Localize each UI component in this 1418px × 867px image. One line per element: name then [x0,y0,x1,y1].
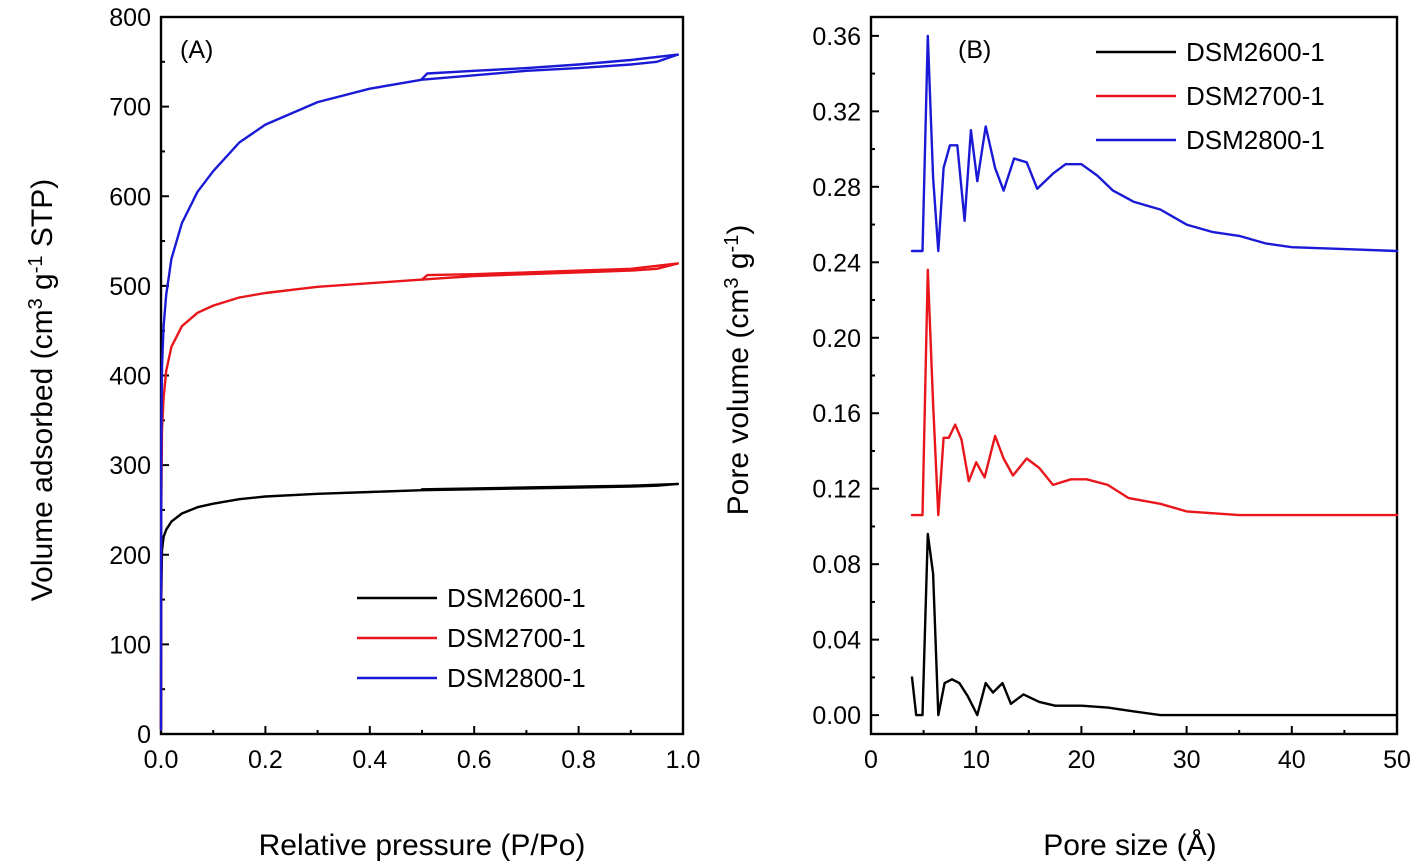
panel-b-x-tick-label: 0 [864,746,878,774]
panel-b-pore-size-chart: Pore volume (cm3 g-1) Pore size (Å) 0 10 2… [721,15,1411,862]
panel-a-series-dsm2800-1-desorption [420,53,679,81]
panel-a-legend-label-dsm2600-1: DSM2600-1 [447,583,586,613]
panel-b-y-tick-label: 0.36 [812,23,861,51]
panel-a-y-tick-label: 600 [109,183,151,211]
panel-b-x-tick-label: 50 [1383,746,1411,774]
panel-a-legend-label-dsm2700-1: DSM2700-1 [447,623,586,653]
panel-b-y-tick-label: 0.24 [812,249,861,277]
panel-a-y-tick-label: 300 [109,452,151,480]
panel-a-series-dsm2800-1 [159,53,679,731]
panel-a-series-dsm2600-1-desorption [420,482,679,491]
panel-a-x-tick-label: 0.0 [144,746,179,774]
panel-b-y-tick-label: 0.16 [812,400,861,428]
panel-b-series-dsm2600-1 [910,532,1399,717]
panel-b-x-axis-title: Pore size (Å) [1043,829,1216,862]
panel-b-x-tick-label: 20 [1067,746,1095,774]
panel-a-x-tick-label: 0.8 [561,746,596,774]
panel-b-x-tick-label: 10 [962,746,990,774]
panel-b-x-tick-label: 30 [1173,746,1201,774]
panel-a-x-tick-label: 0.6 [457,746,492,774]
panel-a-x-axis-title: Relative pressure (P/Po) [259,829,586,862]
panel-a-isotherm-chart: Volume adsorbed (cm3 g-1 STP) Relative p… [25,4,700,862]
panel-a-plot-frame [159,15,685,736]
panel-a-x-tick-label: 1.0 [666,746,701,774]
panel-b-x-tick-label: 40 [1278,746,1306,774]
panel-a-y-tick-label: 0 [137,721,151,749]
panel-a-x-tick-label: 0.2 [248,746,283,774]
panel-b-y-tick-label: 0.08 [812,551,861,579]
panel-b-panel-label: (B) [958,36,991,64]
panel-b-legend-label-dsm2600-1: DSM2600-1 [1186,37,1325,67]
panel-b-y-tick-label: 0.00 [812,702,861,730]
panel-a-y-tick-label: 700 [109,94,151,122]
panel-b-y-tick-label: 0.04 [812,627,861,655]
panel-a-series-dsm2700-1 [159,262,679,731]
panel-b-y-tick-label: 0.20 [812,325,861,353]
panel-a-y-tick-label: 100 [109,631,151,659]
panel-a-y-tick-label: 800 [109,4,151,32]
panel-b-series-dsm2800-1 [910,34,1399,253]
panel-b-y-tick-label: 0.28 [812,174,861,202]
panel-a-legend-label-dsm2800-1: DSM2800-1 [447,663,586,693]
panel-b-legend-label-dsm2700-1: DSM2700-1 [1186,81,1325,111]
panel-b-y-axis-title: Pore volume (cm3 g-1) [721,225,755,516]
panel-b-series-dsm2700-1 [910,268,1399,517]
panel-b-legend-label-dsm2800-1: DSM2800-1 [1186,125,1325,155]
panel-a-y-tick-label: 500 [109,273,151,301]
panel-a-series-dsm2600-1 [159,482,679,731]
panel-b-y-tick-label: 0.32 [812,98,861,126]
panel-a-y-tick-label: 200 [109,542,151,570]
panel-b-y-tick-label: 0.12 [812,476,861,504]
panel-a-series-dsm2700-1-desorption [420,262,679,281]
panel-a-y-tick-label: 400 [109,363,151,391]
panel-a-y-axis-title: Volume adsorbed (cm3 g-1 STP) [25,179,59,601]
panel-a-panel-label: (A) [180,36,213,64]
panel-a-x-tick-label: 0.4 [352,746,387,774]
